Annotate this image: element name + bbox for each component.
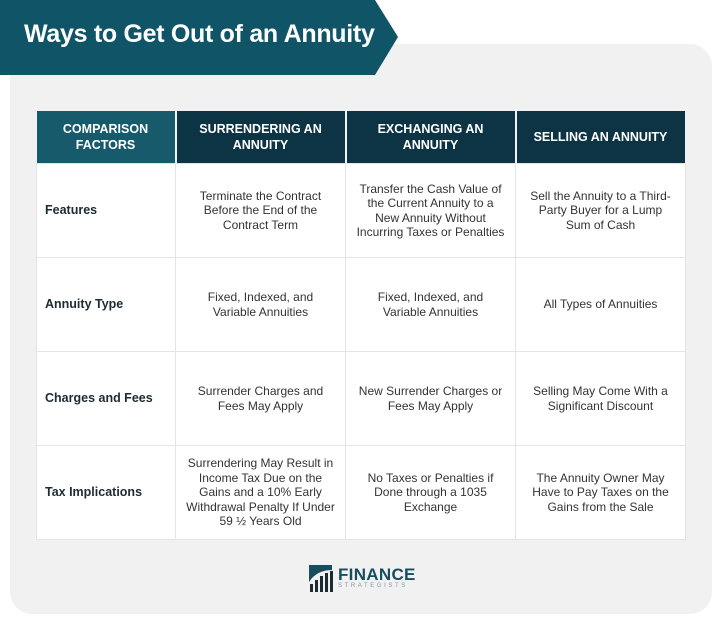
table-cell: Selling May Come With a Significant Disc…	[515, 351, 686, 446]
table-row: Annuity Type Fixed, Indexed, and Variabl…	[36, 257, 686, 352]
factor-label: Features	[36, 163, 176, 258]
logo-name: FINANCE	[338, 565, 416, 584]
table-cell: Fixed, Indexed, and Variable Annuities	[345, 257, 516, 352]
table-row: Features Terminate the Contract Before t…	[36, 163, 686, 258]
logo-chart-icon	[307, 565, 333, 592]
header-selling: SELLING AN ANNUITY	[515, 111, 687, 164]
table-row: Tax Implications Surrendering May Result…	[36, 445, 686, 540]
factor-label: Charges and Fees	[36, 351, 176, 446]
header-surrendering: SURRENDERING AN ANNUITY	[175, 111, 347, 164]
table-cell: Surrender Charges and Fees May Apply	[175, 351, 346, 446]
header-exchanging: EXCHANGING AN ANNUITY	[345, 111, 517, 164]
page-title: Ways to Get Out of an Annuity	[24, 20, 375, 48]
header-comparison-factors: COMPARISON FACTORS	[36, 111, 177, 164]
header-row: COMPARISON FACTORS SURRENDERING AN ANNUI…	[36, 111, 687, 164]
table-row: Charges and Fees Surrender Charges and F…	[36, 351, 686, 446]
title-banner: Ways to Get Out of an Annuity	[0, 0, 398, 75]
table-cell: No Taxes or Penalties if Done through a …	[345, 445, 516, 540]
finance-strategists-logo: FINANCE STRATEGISTS	[306, 564, 416, 592]
comparison-table: COMPARISON FACTORS SURRENDERING AN ANNUI…	[36, 111, 687, 540]
table-cell: Sell the Annuity to a Third-Party Buyer …	[515, 163, 686, 258]
table-cell: All Types of Annuities	[515, 257, 686, 352]
logo-sub: STRATEGISTS	[338, 583, 408, 589]
factor-label: Annuity Type	[36, 257, 176, 352]
table-cell: Terminate the Contract Before the End of…	[175, 163, 346, 258]
table-cell: New Surrender Charges or Fees May Apply	[345, 351, 516, 446]
table-cell: The Annuity Owner May Have to Pay Taxes …	[515, 445, 686, 540]
factor-label: Tax Implications	[36, 445, 176, 540]
table-cell: Transfer the Cash Value of the Current A…	[345, 163, 516, 258]
table-cell: Surrendering May Result in Income Tax Du…	[175, 445, 346, 540]
table-cell: Fixed, Indexed, and Variable Annuities	[175, 257, 346, 352]
